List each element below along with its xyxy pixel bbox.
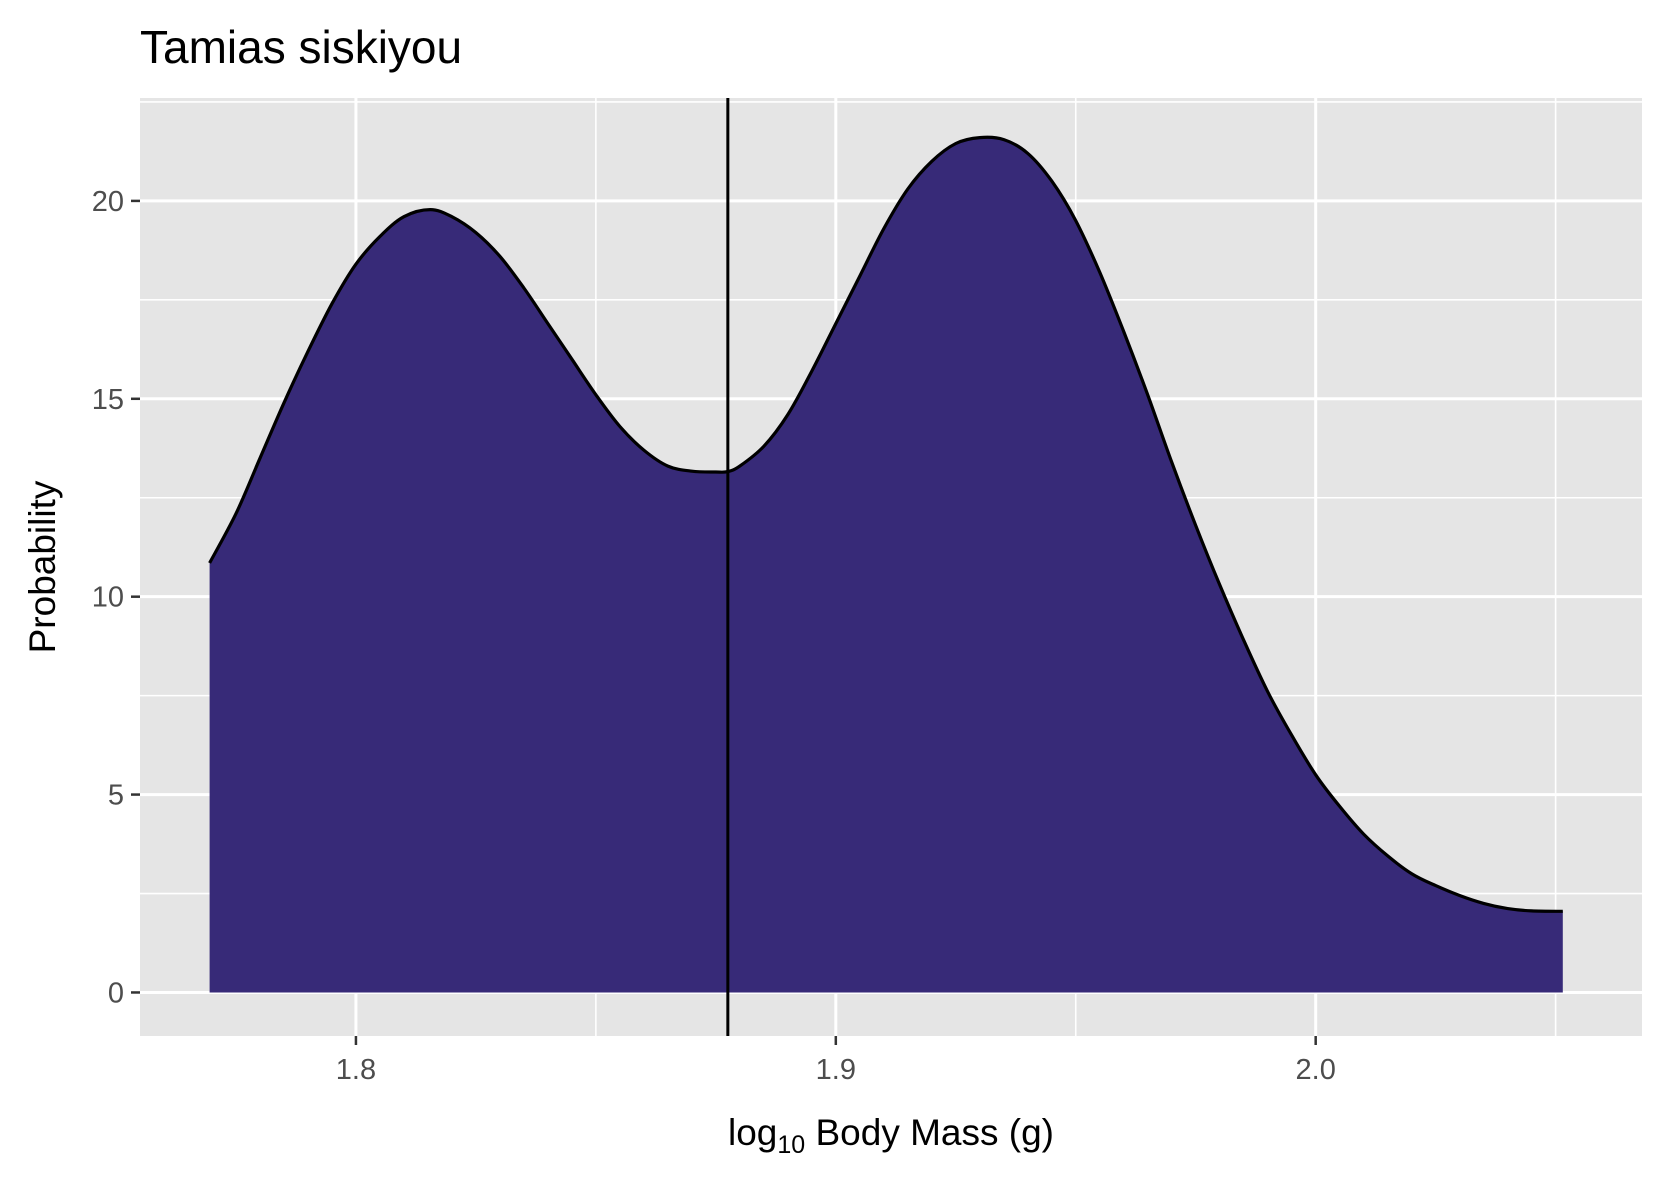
y-axis-title: Probability — [22, 480, 63, 653]
y-tick-label: 15 — [92, 384, 124, 416]
y-tick-label: 10 — [92, 582, 124, 614]
x-axis-title: log10 Body Mass (g) — [728, 1112, 1054, 1159]
x-tick-label: 2.0 — [1296, 1054, 1336, 1086]
x-axis: 1.8 1.9 2.0 — [336, 1036, 1336, 1086]
x-tick-label: 1.9 — [816, 1054, 856, 1086]
x-axis-title-log: log — [728, 1112, 777, 1153]
y-tick-label: 0 — [108, 977, 124, 1009]
density-area — [209, 137, 1563, 993]
x-axis-title-rest: Body Mass (g) — [805, 1112, 1054, 1153]
y-tick-label: 20 — [92, 186, 124, 218]
y-tick-label: 5 — [108, 780, 124, 812]
y-axis: 0 5 10 15 20 — [92, 186, 140, 1009]
chart-title: Tamias siskiyou — [140, 21, 462, 73]
x-axis-title-subscript: 10 — [777, 1131, 805, 1159]
x-tick-label: 1.8 — [336, 1054, 376, 1086]
density-line — [208, 135, 1563, 913]
